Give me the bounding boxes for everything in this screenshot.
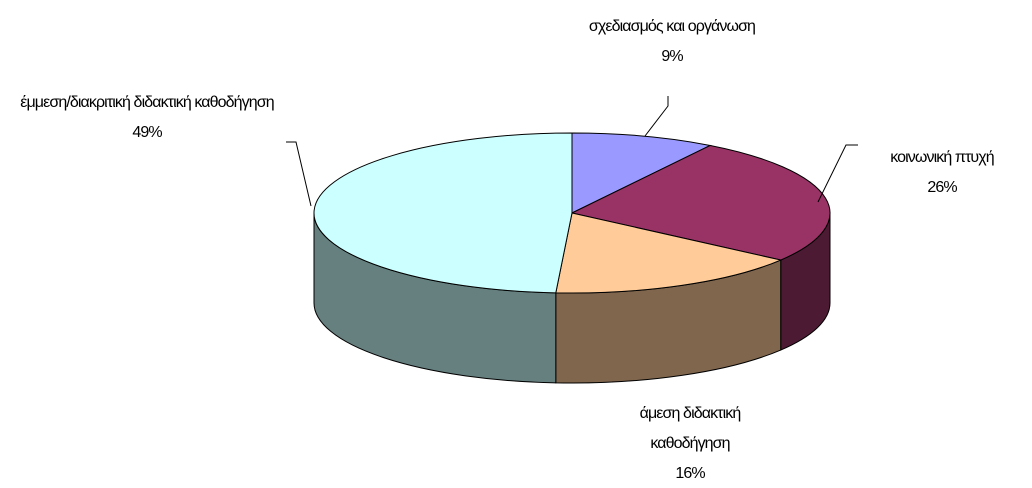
slice-label: σχεδιασμός και οργάνωση 9%	[552, 12, 792, 72]
category-name: άμεση διδακτική καθοδήγηση	[639, 405, 742, 452]
pie-slice	[313, 132, 573, 294]
slice-label: κοινωνική πτυχή 26%	[842, 143, 1032, 203]
percent-label: 49%	[132, 124, 162, 141]
slice-label: άμεση διδακτική καθοδήγηση 16%	[615, 399, 765, 488]
percent-label: 26%	[927, 179, 957, 196]
pie-slice	[570, 144, 831, 261]
pie-slice	[571, 132, 712, 214]
slice-label: έμμεση/διακριτική διδακτική καθοδήγηση 49…	[2, 88, 292, 148]
percent-label: 16%	[675, 465, 705, 482]
leader-line	[817, 144, 858, 203]
category-name: σχεδιασμός και οργάνωση	[588, 18, 756, 35]
leader-line	[286, 141, 312, 207]
category-name: κοινωνική πτυχή	[890, 149, 994, 166]
category-name: έμμεση/διακριτική διδακτική καθοδήγηση	[20, 94, 274, 111]
percent-label: 9%	[661, 48, 683, 65]
pie-slice	[555, 212, 783, 294]
leader-line	[644, 96, 669, 137]
